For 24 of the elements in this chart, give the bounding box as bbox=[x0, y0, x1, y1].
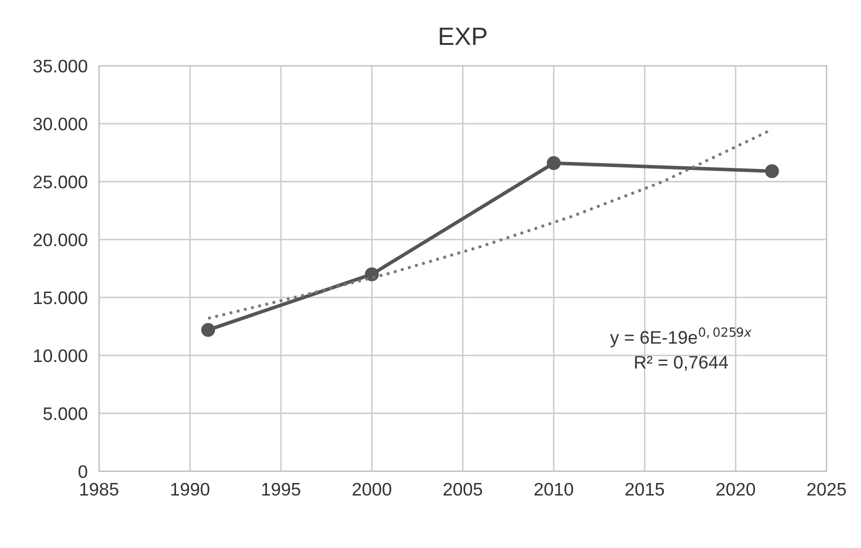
y-tick-label: 10.000 bbox=[34, 349, 88, 362]
x-tick-label: 1985 bbox=[80, 482, 118, 496]
point bbox=[201, 322, 216, 337]
point bbox=[364, 267, 379, 282]
y-tick-label: 0 bbox=[78, 465, 88, 478]
y-tick-label: 25.000 bbox=[34, 176, 88, 188]
point bbox=[765, 164, 779, 178]
x-tick-label: 2010 bbox=[534, 482, 574, 496]
y-tick-label: 5.000 bbox=[43, 407, 88, 420]
x-tick-label: 2020 bbox=[716, 482, 755, 496]
x-tick-label: 2000 bbox=[352, 482, 392, 496]
y-tick-label: 35.000 bbox=[33, 60, 88, 72]
x-tick-label: 2025 bbox=[807, 482, 846, 496]
y-tick-label: 15.000 bbox=[34, 291, 88, 304]
x-tick-label: 2005 bbox=[444, 482, 482, 496]
x-tick-label: 2015 bbox=[626, 482, 664, 496]
y-tick-label: 20.000 bbox=[34, 233, 88, 246]
x-tick-label: 1990 bbox=[171, 482, 210, 496]
annotation: R² = 0,7644 bbox=[635, 356, 728, 371]
annotation: y = 6E-19e$^{0,0259x}$ bbox=[610, 327, 752, 348]
point bbox=[546, 156, 561, 170]
chart-title: EXP bbox=[440, 28, 486, 45]
y-tick-label: 30.000 bbox=[33, 118, 88, 130]
x-tick-label: 1995 bbox=[262, 482, 300, 496]
